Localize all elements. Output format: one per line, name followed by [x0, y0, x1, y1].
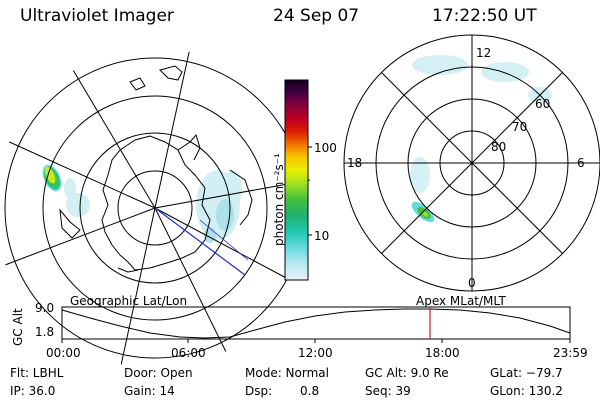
dsp-label: Dsp:	[245, 384, 273, 398]
orbit-right-title: Apex MLat/MLT	[416, 294, 506, 308]
date-label: 24 Sep 07	[273, 6, 360, 26]
filter-info: Flt: LBHL	[10, 366, 64, 380]
lat-label-70: 70	[512, 120, 528, 134]
colorbar-tick-10: 10	[314, 229, 330, 243]
orbit-panel	[61, 306, 571, 343]
orbit-xtick-0600: 06:00	[171, 346, 206, 360]
mlt-label-12: 12	[476, 46, 492, 60]
door-info: Door: Open	[124, 366, 193, 380]
mlt-label-18: 18	[347, 156, 363, 170]
geographic-map	[4, 48, 311, 368]
mlt-label-0: 0	[468, 276, 476, 290]
glon-info: GLon: 130.2	[490, 384, 563, 398]
orbit-ytick-1-8: 1.8	[35, 325, 55, 339]
mode-info: Mode: Normal	[245, 366, 329, 380]
orbit-y-axis-label: GC Alt	[11, 308, 25, 346]
colorbar-unit-label: photon cm⁻²s⁻¹	[272, 153, 286, 246]
dsp-value: 0.8	[300, 384, 320, 398]
lat-label-80: 80	[491, 140, 507, 154]
colorbar	[284, 79, 309, 281]
lat-label-60: 60	[535, 97, 551, 111]
gc-alt-info: GC Alt: 9.0 Re	[365, 366, 449, 380]
glat-info: GLat: −79.7	[490, 366, 563, 380]
orbit-xtick-1200: 12:00	[298, 346, 333, 360]
orbit-xtick-0000: 00:00	[46, 346, 81, 360]
polar-mlt-plot	[343, 34, 600, 292]
seq-info: Seq: 39	[365, 384, 411, 398]
time-label: 17:22:50 UT	[432, 6, 537, 26]
orbit-xtick-2359: 23:59	[553, 346, 588, 360]
gain-info: Gain: 14	[124, 384, 175, 398]
instrument-title: Ultraviolet Imager	[20, 6, 174, 26]
orbit-xtick-1800: 18:00	[425, 346, 460, 360]
orbit-ytick-9: 9.0	[35, 301, 55, 315]
mlt-label-6: 6	[577, 156, 585, 170]
orbit-left-title: Geographic Lat/Lon	[70, 294, 188, 308]
colorbar-tick-100: 100	[314, 141, 337, 155]
ip-info: IP: 36.0	[10, 384, 56, 398]
